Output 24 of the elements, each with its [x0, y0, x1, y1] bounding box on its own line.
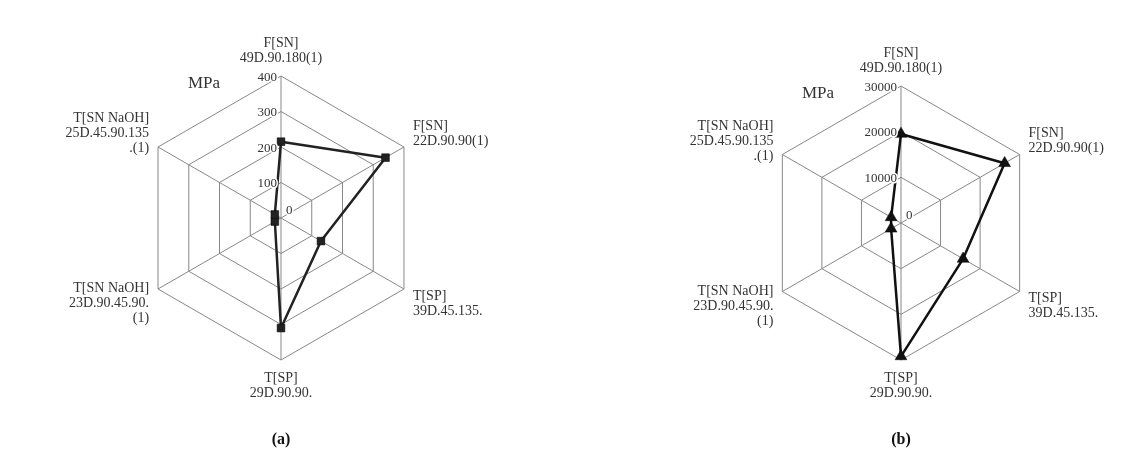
- y-tick-label: 400: [257, 68, 277, 84]
- spoke-label: T[SP] 29D.90.90.: [869, 370, 933, 400]
- spoke-label: T[SP] 29D.90.90.: [249, 370, 313, 400]
- text: MPa: [187, 73, 221, 92]
- text: (b): [891, 430, 911, 448]
- spoke-label: F[SN] 49D.90.180(1): [859, 45, 943, 76]
- spoke-label: T[SN NaOH] 23D.90.45.90.(1): [693, 282, 774, 329]
- spoke-label: T[SN NaOH] 23D.90.45.90.(1): [68, 280, 150, 326]
- y-tick-label: 20000: [864, 124, 897, 140]
- spoke-label: T[SN NaOH] 25D.45.90.135.(1): [689, 117, 774, 164]
- spoke-label: F[SN] 22D.90.90(1): [412, 117, 489, 149]
- y-tick-label: 200: [257, 139, 277, 155]
- y-tick-label: 300: [257, 104, 277, 120]
- text: MPa: [801, 83, 835, 102]
- y-tick-label: 0: [906, 206, 913, 222]
- spoke-label: T[SN NaOH] 25D.45.90.135.(1): [65, 110, 150, 156]
- spoke-label: F[SN] 49D.90.180(1): [239, 35, 323, 66]
- text: (a): [271, 430, 291, 448]
- y-tick-label: 0: [286, 201, 293, 217]
- spoke-label: F[SN] 22D.90.90(1): [1028, 125, 1105, 156]
- y-tick-label: 100: [257, 175, 277, 191]
- spoke-label: T[SP] 39D.45.135.: [412, 287, 483, 318]
- spoke-label: T[SP] 39D.45.135.: [1028, 290, 1099, 320]
- y-tick-label: 30000: [864, 78, 897, 94]
